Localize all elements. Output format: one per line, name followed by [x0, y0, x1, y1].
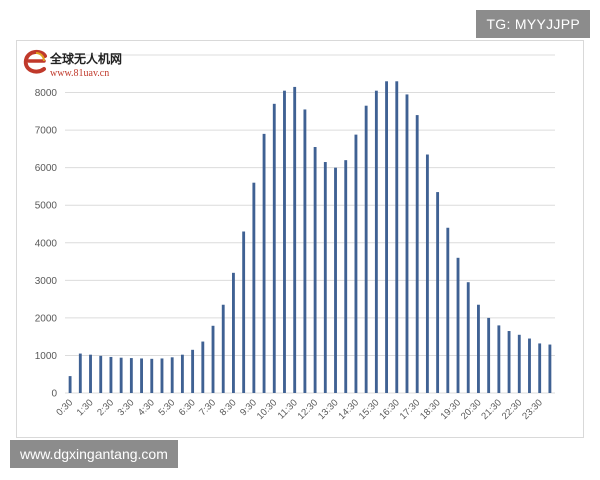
- bar: [364, 105, 368, 393]
- bar: [150, 358, 154, 393]
- x-tick-label: 23:30: [520, 397, 545, 422]
- bar: [466, 282, 470, 393]
- bar: [528, 338, 531, 393]
- bar: [323, 162, 327, 393]
- watermark-top-right: TG: MYYJJPP: [476, 10, 590, 38]
- bar: [272, 103, 276, 393]
- y-tick-label: 0: [51, 389, 57, 400]
- x-tick-label: 12:30: [296, 397, 321, 422]
- bar: [283, 90, 286, 394]
- x-tick-label: 21:30: [479, 397, 504, 422]
- x-tick-label: 20:30: [459, 397, 484, 422]
- bar: [507, 331, 511, 393]
- watermark-bottom-left: www.dgxingantang.com: [10, 440, 178, 468]
- bar: [395, 81, 399, 393]
- x-tick-label: 8:30: [218, 397, 239, 418]
- logo-e-icon: [23, 49, 47, 74]
- bar: [262, 133, 266, 393]
- bars: [68, 81, 552, 394]
- bar: [221, 304, 225, 393]
- bar: [293, 86, 297, 394]
- y-tick-label: 8000: [35, 88, 58, 99]
- bar: [477, 304, 480, 393]
- bar: [334, 167, 337, 393]
- bar: [201, 341, 205, 393]
- bar: [415, 115, 419, 393]
- bar: [170, 357, 174, 393]
- gridlines: [65, 54, 555, 394]
- bar: [232, 272, 235, 393]
- y-tick-label: 1000: [35, 351, 58, 362]
- bar: [119, 357, 123, 393]
- x-tick-label: 1:30: [75, 397, 96, 418]
- bar: [78, 353, 82, 393]
- bar: [436, 192, 440, 393]
- chart-frame: 0 1000 2000 3000 4000 5000 6000 7000 8000 0:30 1:…: [16, 40, 584, 438]
- bar: [99, 355, 103, 393]
- x-tick-label: 16:30: [377, 397, 402, 422]
- bar: [242, 231, 246, 393]
- x-axis-ticks: 0:30 1:30 2:30 3:30 4:30 5:30 6:30 7:30 8:30 9:30…: [54, 397, 544, 422]
- bar: [313, 147, 317, 393]
- x-tick-label: 3:30: [116, 397, 137, 418]
- bar: [517, 334, 521, 393]
- bar: [68, 376, 72, 393]
- logo-title: 全球无人机网: [50, 52, 123, 66]
- bar: [497, 325, 501, 393]
- bar: [548, 344, 552, 393]
- bar: [160, 358, 164, 393]
- x-tick-label: 5:30: [156, 397, 177, 418]
- bar: [89, 354, 92, 393]
- bar: [425, 154, 429, 393]
- x-tick-label: 17:30: [398, 397, 423, 422]
- y-tick-label: 5000: [35, 201, 58, 212]
- x-tick-label: 18:30: [418, 397, 443, 422]
- bar: [405, 94, 409, 394]
- x-tick-label: 2:30: [95, 397, 116, 418]
- x-tick-label: 15:30: [357, 397, 382, 422]
- bar: [303, 109, 307, 394]
- y-tick-label: 4000: [35, 238, 58, 249]
- bar: [538, 343, 542, 393]
- x-tick-label: 14:30: [336, 397, 361, 422]
- logo-url: www.81uav.cn: [50, 68, 110, 79]
- x-tick-label: 22:30: [500, 397, 525, 422]
- x-tick-label: 4:30: [136, 397, 157, 418]
- bar: [140, 358, 143, 393]
- bar: [354, 134, 358, 393]
- bar: [180, 354, 184, 393]
- bar: [385, 81, 388, 393]
- bar: [456, 257, 460, 393]
- y-axis-ticks: 0 1000 2000 3000 4000 5000 6000 7000 8000: [35, 88, 58, 399]
- bar: [344, 160, 348, 393]
- x-tick-label: 7:30: [197, 397, 218, 418]
- y-tick-label: 2000: [35, 313, 58, 324]
- bar: [374, 90, 378, 394]
- x-tick-label: 11:30: [276, 397, 300, 421]
- x-tick-label: 6:30: [177, 397, 198, 418]
- y-tick-label: 3000: [35, 276, 58, 287]
- y-tick-label: 6000: [35, 163, 58, 174]
- bar: [129, 358, 133, 393]
- y-tick-label: 7000: [35, 126, 58, 137]
- bar: [191, 349, 195, 393]
- bar-chart: 0 1000 2000 3000 4000 5000 6000 7000 8000 0:30 1:…: [35, 54, 555, 422]
- bar: [211, 325, 215, 393]
- bar: [446, 227, 450, 393]
- x-tick-label: 10:30: [255, 397, 280, 422]
- bar: [252, 182, 256, 393]
- x-tick-label: 0:30: [54, 397, 75, 418]
- bar: [109, 356, 113, 393]
- site-logo: 全球无人机网 www.81uav.cn: [22, 48, 152, 84]
- x-tick-label: 19:30: [439, 397, 464, 422]
- bar: [487, 317, 491, 393]
- x-tick-label: 13:30: [316, 397, 341, 422]
